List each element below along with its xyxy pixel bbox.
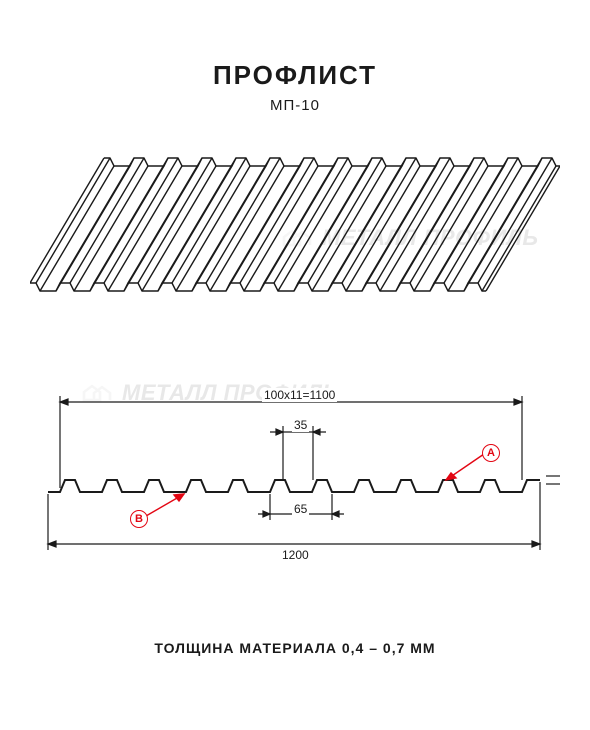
cross-section-view: 100х11=1100 35 65 1200 A B [30, 380, 560, 580]
title-block: ПРОФЛИСТ МП-10 [0, 0, 590, 114]
dim-rib-top: 35 [292, 418, 309, 432]
dim-total-width: 1200 [280, 548, 311, 562]
dim-pitch-label: 100х11=1100 [262, 388, 337, 402]
callout-a: A [482, 444, 500, 462]
thickness-note: ТОЛЩИНА МАТЕРИАЛА 0,4 – 0,7 ММ [0, 640, 590, 656]
isometric-view [30, 155, 560, 300]
isometric-sheet [30, 155, 560, 300]
product-title: ПРОФЛИСТ [0, 60, 590, 91]
product-model: МП-10 [0, 97, 590, 114]
dim-rib-bottom: 65 [292, 502, 309, 516]
callout-b: B [130, 510, 148, 528]
